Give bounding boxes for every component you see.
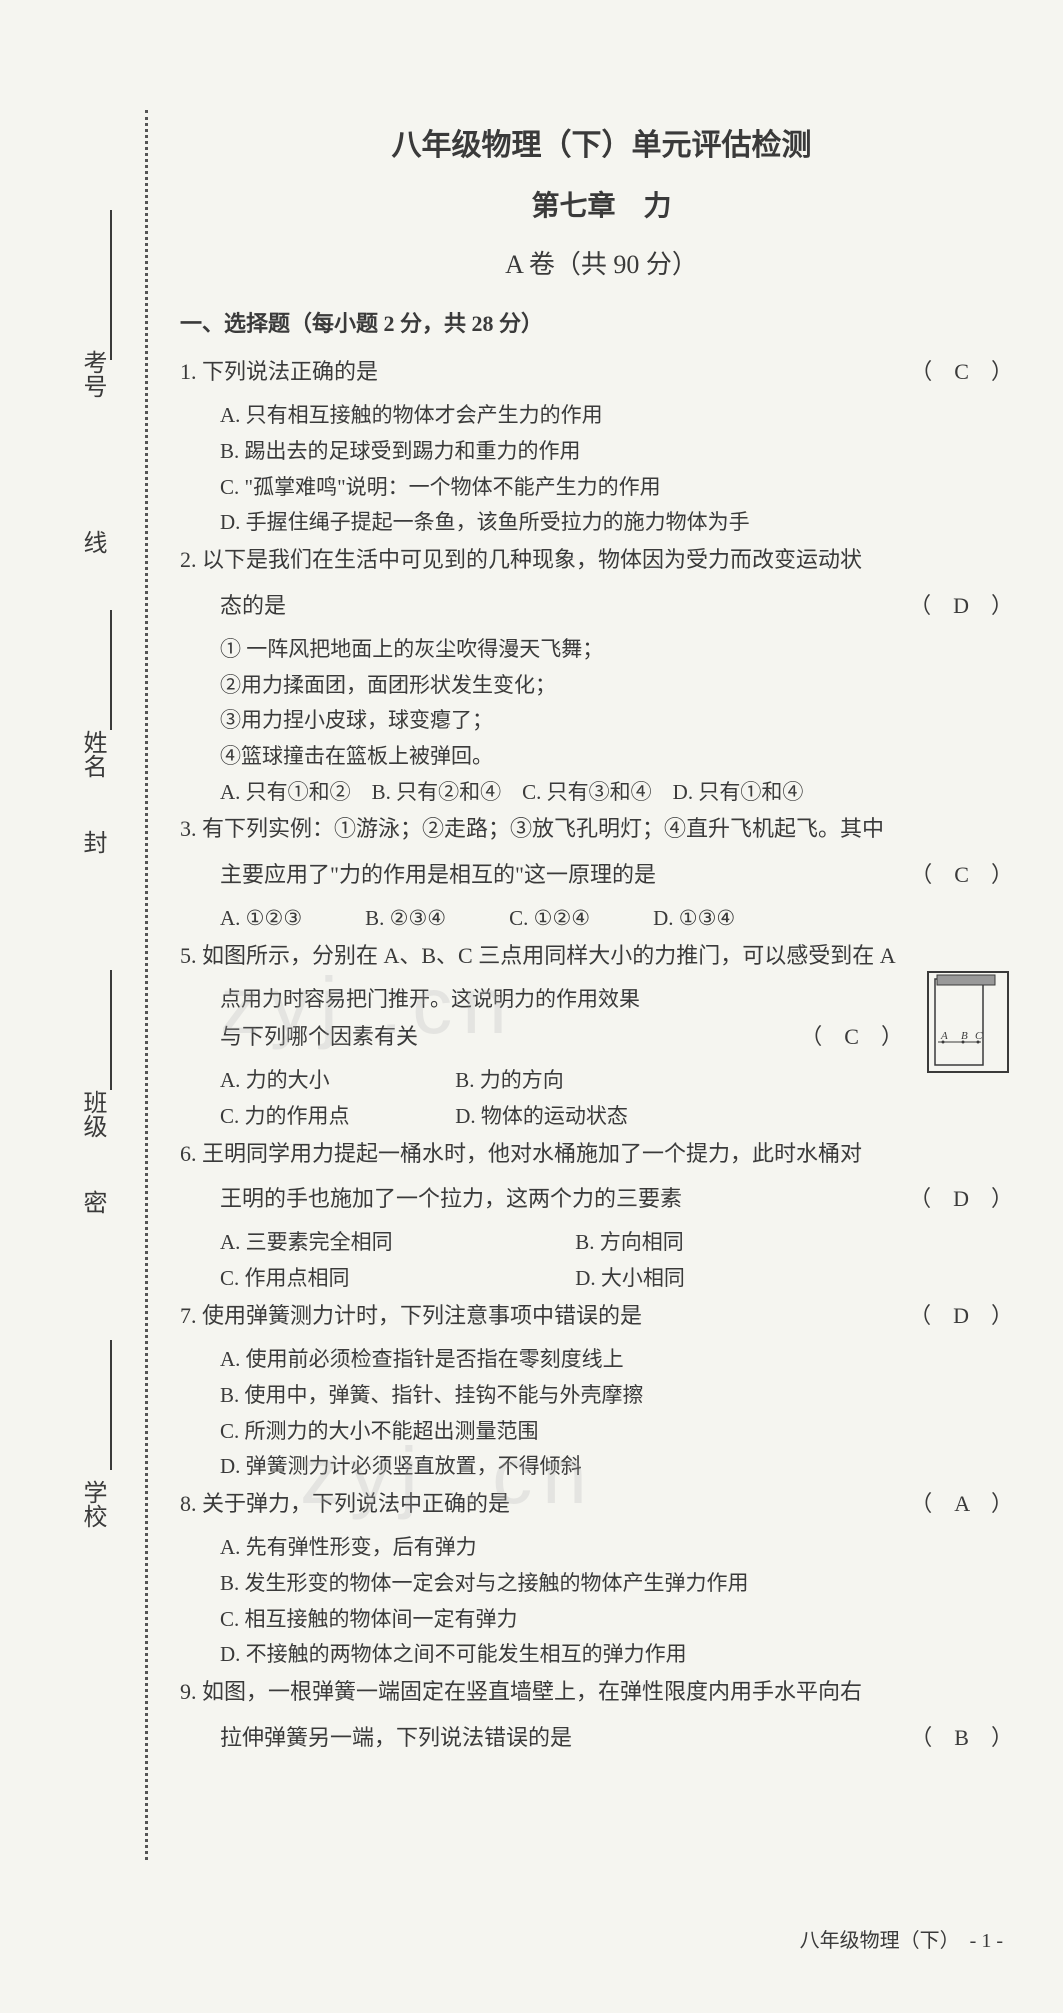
margin-line xyxy=(110,210,112,360)
margin-line xyxy=(110,1340,112,1470)
q5-option-c: C. 力的作用点 xyxy=(220,1099,420,1135)
q5-stem3: 与下列哪个因素有关 xyxy=(220,1024,418,1049)
margin-line xyxy=(110,610,112,730)
question-8: 8. 关于弹力，下列说法中正确的是 （ A ） xyxy=(180,1485,1023,1522)
section-header: 一、选择题（每小题 2 分，共 28 分） xyxy=(180,306,1023,338)
q7-option-c: C. 所测力的大小不能超出测量范围 xyxy=(180,1414,1023,1450)
q6-stem2: 王明的手也施加了一个拉力，这两个力的三要素 xyxy=(220,1186,682,1211)
q2-item2: ②用力揉面团，面团形状发生变化； xyxy=(180,668,1023,704)
door-figure: A B C xyxy=(923,967,1013,1077)
q8-option-d: D. 不接触的两物体之间不可能发生相互的弹力作用 xyxy=(180,1637,1023,1673)
q9-stem2: 拉伸弹簧另一端，下列说法错误的是 xyxy=(220,1725,572,1750)
q2-item4: ④篮球撞击在篮板上被弹回。 xyxy=(180,739,1023,775)
q5-stem2: 点用力时容易把门推开。这说明力的作用效果 xyxy=(180,982,1023,1018)
q9-answer: （ B ） xyxy=(910,1719,1013,1756)
q2-stem2: 态的是 xyxy=(220,593,286,618)
content-area: 八年级物理（下）单元评估检测 第七章 力 A 卷（共 90 分） 一、选择题（每… xyxy=(180,80,1023,1764)
exam-page: 考号 线 姓名 封 班级 密 学校 八年级物理（下）单元评估检测 第七章 力 A… xyxy=(60,80,1023,1953)
question-9: 9. 如图，一根弹簧一端固定在竖直墙壁上，在弹性限度内用手水平向右 xyxy=(180,1673,1023,1710)
q3-stem: 3. 有下列实例：①游泳；②走路；③放飞孔明灯；④直升飞机起飞。其中 xyxy=(180,816,884,841)
seal-label: 封 xyxy=(75,830,110,854)
q8-stem: 8. 关于弹力，下列说法中正确的是 xyxy=(180,1491,510,1516)
q5-options-row1: A. 力的大小 B. 力的方向 xyxy=(180,1063,1023,1099)
q6-option-a: A. 三要素完全相同 xyxy=(220,1225,540,1261)
q6-option-d: D. 大小相同 xyxy=(575,1261,685,1297)
q3-answer: （ C ） xyxy=(910,856,1013,893)
q7-answer: （ D ） xyxy=(909,1297,1013,1334)
q7-option-b: B. 使用中，弹簧、指针、挂钩不能与外壳摩擦 xyxy=(180,1378,1023,1414)
q8-option-c: C. 相互接触的物体间一定有弹力 xyxy=(180,1602,1023,1638)
q2-item3: ③用力捏小皮球，球变瘪了； xyxy=(180,703,1023,739)
question-1: 1. 下列说法正确的是 （ C ） xyxy=(180,353,1023,390)
q5-option-b: B. 力的方向 xyxy=(455,1063,564,1099)
secret-label: 密 xyxy=(75,1190,110,1214)
q7-option-a: A. 使用前必须检查指针是否指在零刻度线上 xyxy=(180,1342,1023,1378)
page-footer: 八年级物理（下） - 1 - xyxy=(800,1924,1003,1953)
q2-stem: 2. 以下是我们在生活中可见到的几种现象，物体因为受力而改变运动状 xyxy=(180,547,862,572)
q8-answer: （ A ） xyxy=(910,1485,1013,1522)
exam-number-label: 考号 xyxy=(75,350,110,398)
q9-stem2-row: 拉伸弹簧另一端，下列说法错误的是 （ B ） xyxy=(180,1719,1023,1756)
question-2: 2. 以下是我们在生活中可见到的几种现象，物体因为受力而改变运动状 xyxy=(180,541,1023,578)
main-title: 八年级物理（下）单元评估检测 xyxy=(180,120,1023,164)
q8-option-b: B. 发生形变的物体一定会对与之接触的物体产生弹力作用 xyxy=(180,1566,1023,1602)
paper-title: A 卷（共 90 分） xyxy=(180,244,1023,281)
fold-line xyxy=(145,110,148,1860)
q6-answer: （ D ） xyxy=(909,1180,1013,1217)
q3-options: A. ①②③ B. ②③④ C. ①②④ D. ①③④ xyxy=(180,901,1023,937)
q7-option-d: D. 弹簧测力计必须竖直放置，不得倾斜 xyxy=(180,1449,1023,1485)
q7-stem: 7. 使用弹簧测力计时，下列注意事项中错误的是 xyxy=(180,1303,642,1328)
q5-stem: 5. 如图所示，分别在 A、B、C 三点用同样大小的力推门，可以感受到在 A xyxy=(180,943,896,968)
q1-option-b: B. 踢出去的足球受到踢力和重力的作用 xyxy=(180,434,1023,470)
q3-stem2: 主要应用了"力的作用是相互的"这一原理的是 xyxy=(220,862,656,887)
q3-stem2-row: 主要应用了"力的作用是相互的"这一原理的是 （ C ） xyxy=(180,856,1023,893)
question-5: 5. 如图所示，分别在 A、B、C 三点用同样大小的力推门，可以感受到在 A xyxy=(180,937,1023,974)
margin-line xyxy=(110,970,112,1090)
name-label: 姓名 xyxy=(75,730,110,778)
q6-option-c: C. 作用点相同 xyxy=(220,1261,540,1297)
q6-stem: 6. 王明同学用力提起一桶水时，他对水桶施加了一个提力，此时水桶对 xyxy=(180,1141,862,1166)
q1-option-a: A. 只有相互接触的物体才会产生力的作用 xyxy=(180,398,1023,434)
q6-option-b: B. 方向相同 xyxy=(575,1225,684,1261)
chapter-title: 第七章 力 xyxy=(180,184,1023,224)
q2-item1: ① 一阵风把地面上的灰尘吹得漫天飞舞； xyxy=(180,632,1023,668)
q1-option-c: C. "孤掌难鸣"说明：一个物体不能产生力的作用 xyxy=(180,470,1023,506)
q5-options-row2: C. 力的作用点 D. 物体的运动状态 xyxy=(180,1099,1023,1135)
q2-options: A. 只有①和② B. 只有②和④ C. 只有③和④ D. 只有①和④ xyxy=(180,775,1023,811)
door-icon: A B C xyxy=(923,967,1013,1077)
question-3: 3. 有下列实例：①游泳；②走路；③放飞孔明灯；④直升飞机起飞。其中 xyxy=(180,810,1023,847)
q5-option-d: D. 物体的运动状态 xyxy=(455,1099,628,1135)
question-5-wrapper: 5. 如图所示，分别在 A、B、C 三点用同样大小的力推门，可以感受到在 A 点… xyxy=(180,937,1023,1135)
q6-options-row2: C. 作用点相同 D. 大小相同 xyxy=(180,1261,1023,1297)
q6-stem2-row: 王明的手也施加了一个拉力，这两个力的三要素 （ D ） xyxy=(180,1180,1023,1217)
q9-stem: 9. 如图，一根弹簧一端固定在竖直墙壁上，在弹性限度内用手水平向右 xyxy=(180,1679,862,1704)
question-7: 7. 使用弹簧测力计时，下列注意事项中错误的是 （ D ） xyxy=(180,1297,1023,1334)
cut-line-label: 线 xyxy=(75,530,110,554)
svg-text:A: A xyxy=(940,1030,948,1042)
q2-answer: （ D ） xyxy=(909,587,1013,624)
q8-option-a: A. 先有弹性形变，后有弹力 xyxy=(180,1530,1023,1566)
q1-answer: （ C ） xyxy=(910,353,1013,390)
q6-options-row1: A. 三要素完全相同 B. 方向相同 xyxy=(180,1225,1023,1261)
school-label: 学校 xyxy=(75,1480,110,1528)
class-label: 班级 xyxy=(75,1090,110,1138)
q1-option-d: D. 手握住绳子提起一条鱼，该鱼所受拉力的施力物体为手 xyxy=(180,505,1023,541)
svg-text:B: B xyxy=(961,1030,968,1042)
q5-answer: （ C ） xyxy=(800,1018,903,1055)
svg-text:C: C xyxy=(975,1030,983,1042)
q5-option-a: A. 力的大小 xyxy=(220,1063,420,1099)
q2-stem2-row: 态的是 （ D ） xyxy=(180,587,1023,624)
q5-stem3-row: 与下列哪个因素有关 （ C ） xyxy=(180,1018,1023,1055)
q1-stem: 1. 下列说法正确的是 xyxy=(180,359,378,384)
question-6: 6. 王明同学用力提起一桶水时，他对水桶施加了一个提力，此时水桶对 xyxy=(180,1135,1023,1172)
